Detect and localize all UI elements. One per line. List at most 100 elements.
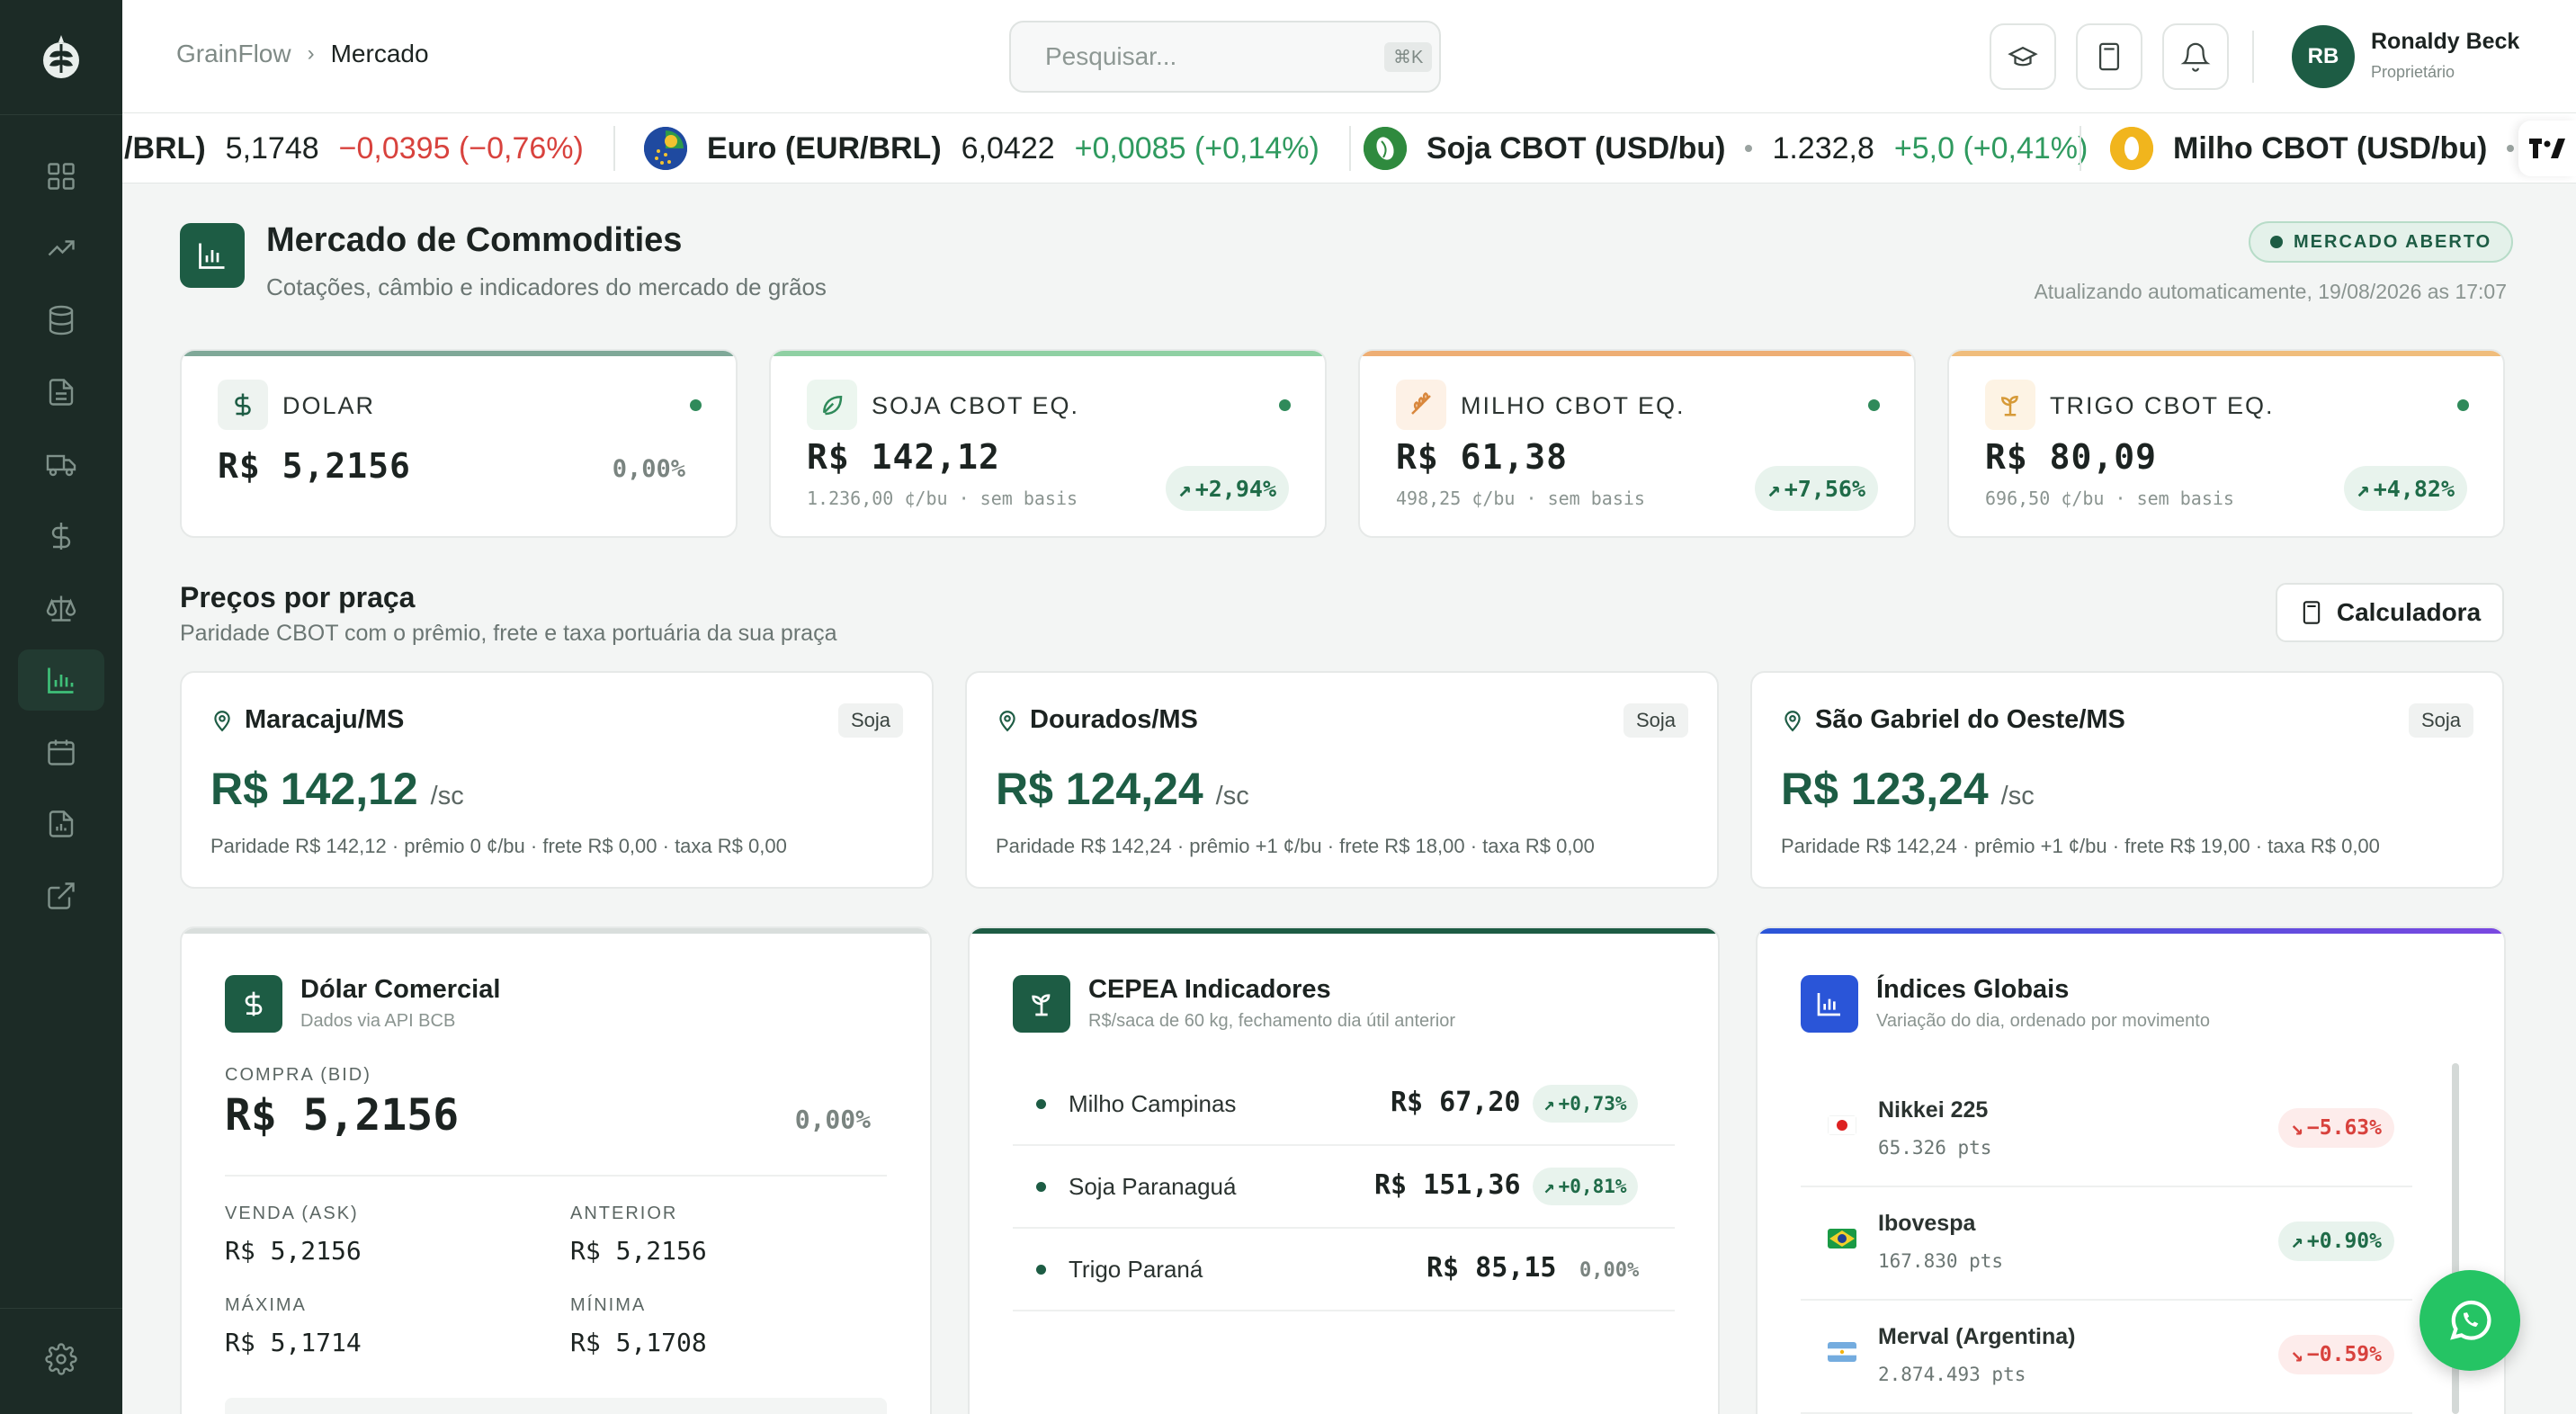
index-value: 2.874.493 pts <box>1878 1364 2026 1385</box>
kpi-value: R$ 61,38 <box>1396 437 1569 477</box>
sidebar-item-dashboard[interactable] <box>18 146 104 207</box>
bullet <box>1036 1099 1046 1109</box>
kpi-card-trigo[interactable]: TRIGO CBOT EQ. R$ 80,09 696,50 ¢/bu · se… <box>1947 349 2505 538</box>
sidebar-item-finance[interactable] <box>18 506 104 567</box>
calculator-button[interactable]: Calculadora <box>2276 583 2504 642</box>
notifications-button[interactable] <box>2162 23 2229 90</box>
grainflow-logo[interactable] <box>0 0 122 115</box>
calculator-button-label: Calculadora <box>2336 598 2482 626</box>
tradingview-logo[interactable] <box>2518 121 2576 176</box>
ticker-item[interactable]: Soja CBOT (USD/bu) 1.232,8 +5,0 (+0,41%) <box>1364 113 2088 183</box>
cepea-change: 0,00% <box>1579 1259 1640 1282</box>
kpi-change-badge: ↗ +7,56% <box>1754 466 1878 511</box>
praca-card[interactable]: São Gabriel do Oeste/MS Soja R$ 123,24 /… <box>1750 671 2504 889</box>
trending-up-icon: ↗ <box>2291 1230 2303 1253</box>
corn-icon <box>2110 127 2153 170</box>
ticker-item[interactable]: /BRL) 5,1748 −0,0395 (−0,76%) <box>124 113 584 183</box>
calculator-header-button[interactable] <box>2076 23 2142 90</box>
cepea-price: R$ 85,15 <box>1427 1252 1557 1284</box>
sidebar-item-scale[interactable] <box>18 577 104 639</box>
scrollbar[interactable] <box>2452 1063 2459 1414</box>
kpi-change: +2,94% <box>1194 475 1276 502</box>
crop-tag: Soja <box>1623 703 1688 738</box>
sidebar-item-database[interactable] <box>18 290 104 351</box>
page-title: Mercado de Commodities <box>266 221 683 259</box>
cepea-row[interactable]: Soja Paranaguá R$ 151,36 ↗ +0,81% <box>1013 1146 1675 1229</box>
praca-price-unit: /sc <box>2000 782 2035 810</box>
kpi-card-milho[interactable]: MILHO CBOT EQ. R$ 61,38 498,25 ¢/bu · se… <box>1358 349 1916 538</box>
sidebar-item-reports[interactable] <box>18 793 104 855</box>
ticker-item[interactable]: Milho CBOT (USD/bu) 4 <box>2110 113 2551 183</box>
ticker-name: /BRL) <box>124 130 206 166</box>
kpi-card-dolar[interactable]: DOLAR R$ 5,2156 0,00% <box>180 349 738 538</box>
sidebar-item-external[interactable] <box>18 865 104 926</box>
graduation-cap-icon <box>2008 46 2038 67</box>
ask-label: VENDA (ASK) <box>225 1204 359 1223</box>
sidebar <box>0 0 122 1414</box>
breadcrumb-current: Mercado <box>330 40 429 67</box>
index-row[interactable]: Nikkei 225 65.326 pts ↘ −5.63% <box>1801 1074 2412 1187</box>
crop-tag: Soja <box>2408 703 2473 738</box>
cepea-row[interactable]: Trigo Paraná R$ 85,15 0,00% <box>1013 1229 1675 1311</box>
index-change-badge: ↘ −5.63% <box>2278 1108 2394 1148</box>
kpi-label: DOLAR <box>282 392 376 419</box>
sidebar-item-market[interactable] <box>18 649 104 711</box>
chart-placeholder <box>225 1398 887 1414</box>
sidebar-item-settings[interactable] <box>18 1329 104 1390</box>
bar-chart-icon <box>199 243 225 269</box>
praca-card[interactable]: Dourados/MS Soja R$ 124,24 /sc Paridade … <box>965 671 1719 889</box>
index-change: −5.63% <box>2306 1116 2382 1140</box>
cepea-row[interactable]: Milho Campinas R$ 67,20 ↗ +0,73% <box>1013 1063 1675 1146</box>
bell-icon <box>2180 42 2211 72</box>
sidebar-item-logistics[interactable] <box>18 434 104 495</box>
sidebar-item-trends[interactable] <box>18 218 104 279</box>
sidebar-item-calendar[interactable] <box>18 721 104 783</box>
ticker-value: 6,0422 <box>961 130 1055 166</box>
avatar[interactable]: RB <box>2292 25 2355 88</box>
divider <box>225 1175 887 1177</box>
index-change: −0.59% <box>2306 1343 2382 1366</box>
kpi-label: MILHO CBOT EQ. <box>1461 392 1686 419</box>
scale-icon <box>46 595 76 622</box>
trending-up-icon: ↗ <box>1767 475 1781 502</box>
breadcrumb-root[interactable]: GrainFlow <box>176 40 291 67</box>
praca-location: Dourados/MS <box>996 705 1198 735</box>
praca-card[interactable]: Maracaju/MS Soja R$ 142,12 /sc Paridade … <box>180 671 934 889</box>
search-box[interactable]: ⌘K <box>1009 21 1441 93</box>
map-pin-icon <box>999 710 1015 731</box>
ticker-value: 5,1748 <box>225 130 319 166</box>
bid-label: COMPRA (BID) <box>225 1065 371 1085</box>
dollar-icon <box>51 523 71 550</box>
live-indicator <box>1868 399 1880 411</box>
panel-accent-bar <box>182 928 930 934</box>
market-status-badge: MERCADO ABERTO <box>2249 221 2514 263</box>
search-input[interactable] <box>1045 42 1370 71</box>
index-change-badge: ↘ −0.59% <box>2278 1335 2394 1374</box>
user-role: Proprietário <box>2371 63 2455 81</box>
report-icon <box>49 810 74 837</box>
panel-title: Dólar Comercial <box>300 975 501 1004</box>
learning-button[interactable] <box>1990 23 2056 90</box>
kpi-card-soja[interactable]: SOJA CBOT EQ. R$ 142,12 1.236,00 ¢/bu · … <box>769 349 1327 538</box>
praca-detail: Paridade R$ 142,12 · prêmio 0 ¢/bu · fre… <box>210 835 787 857</box>
market-status-text: MERCADO ABERTO <box>2294 231 2492 252</box>
truck-icon <box>46 454 76 477</box>
whatsapp-button[interactable] <box>2419 1270 2520 1371</box>
bar-chart-icon <box>1801 975 1858 1033</box>
calculator-icon <box>2098 42 2120 71</box>
user-name[interactable]: Ronaldy Beck <box>2371 29 2520 54</box>
kpi-change: +7,56% <box>1784 475 1865 502</box>
praca-price-unit: /sc <box>1215 782 1249 810</box>
kpi-accent-bar <box>1360 351 1914 356</box>
logo-icon <box>43 34 79 78</box>
cepea-change-badge: ↗ +0,73% <box>1533 1085 1638 1123</box>
ticker-item[interactable]: Euro (EUR/BRL) 6,0422 +0,0085 (+0,14%) <box>644 113 1319 183</box>
kpi-change-badge: ↗ +4,82% <box>2343 466 2467 511</box>
section-title: Preços por praça <box>180 581 416 613</box>
auto-update-text: Atualizando automaticamente, 19/08/2026 … <box>2034 280 2507 303</box>
index-row[interactable]: Ibovespa 167.830 pts ↗ +0.90% <box>1801 1187 2412 1301</box>
praca-location-name: São Gabriel do Oeste/MS <box>1815 705 2125 734</box>
index-row[interactable]: Merval (Argentina) 2.874.493 pts ↘ −0.59% <box>1801 1301 2412 1414</box>
leaf-icon <box>807 380 857 430</box>
sidebar-item-documents[interactable] <box>18 362 104 423</box>
